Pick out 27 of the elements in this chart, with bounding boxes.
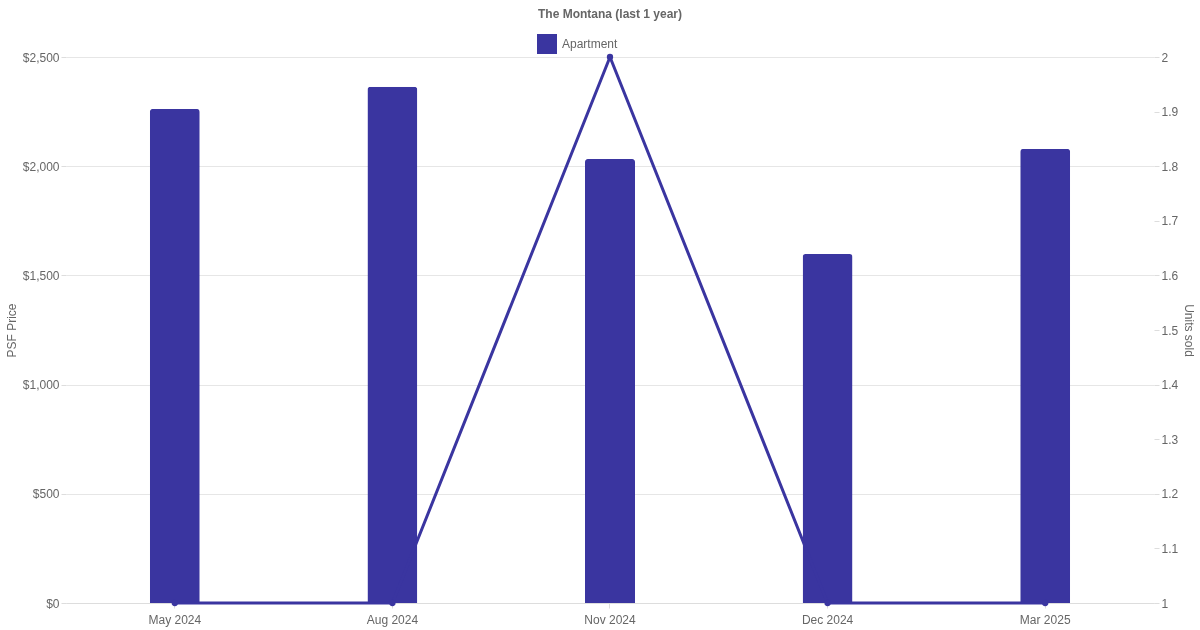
chart-title: The Montana (last 1 year) [537,7,683,21]
y2-tick-label: 1 [1161,596,1169,611]
x-tick-label: Aug 2024 [366,612,419,627]
y2-tick-label: 1.7 [1161,214,1179,229]
y2-tick-label: 1.1 [1161,541,1179,556]
y2-tick-label: 1.8 [1161,159,1179,174]
x-tick-label: May 2024 [148,612,202,627]
y-tick-label: $500 [32,487,60,502]
y-tick-label: $1,500 [22,268,60,283]
y2-tick-label: 1.4 [1161,378,1179,393]
x-tick-label: Nov 2024 [584,612,637,627]
y2-tick-label: 1.5 [1161,323,1179,338]
x-tick-label: Mar 2025 [1019,612,1071,627]
y-tick-label: $1,000 [22,378,60,393]
legend-label: Apartment [562,37,619,51]
y-tick-label: $0 [46,596,60,611]
y-tick-label: $2,500 [22,50,60,65]
y2-tick-label: 2 [1161,50,1169,65]
y2-axis-title: Units sold [1182,304,1197,357]
y2-tick-label: 1.9 [1161,105,1179,120]
y-axis-title: PSF Price [4,303,19,358]
y2-tick-label: 1.2 [1161,487,1179,502]
y-tick-label: $2,000 [22,159,60,174]
x-tick-label: Dec 2024 [801,612,854,627]
bar [585,158,635,603]
y2-tick-label: 1.3 [1161,432,1179,447]
y2-tick-label: 1.6 [1161,268,1179,283]
